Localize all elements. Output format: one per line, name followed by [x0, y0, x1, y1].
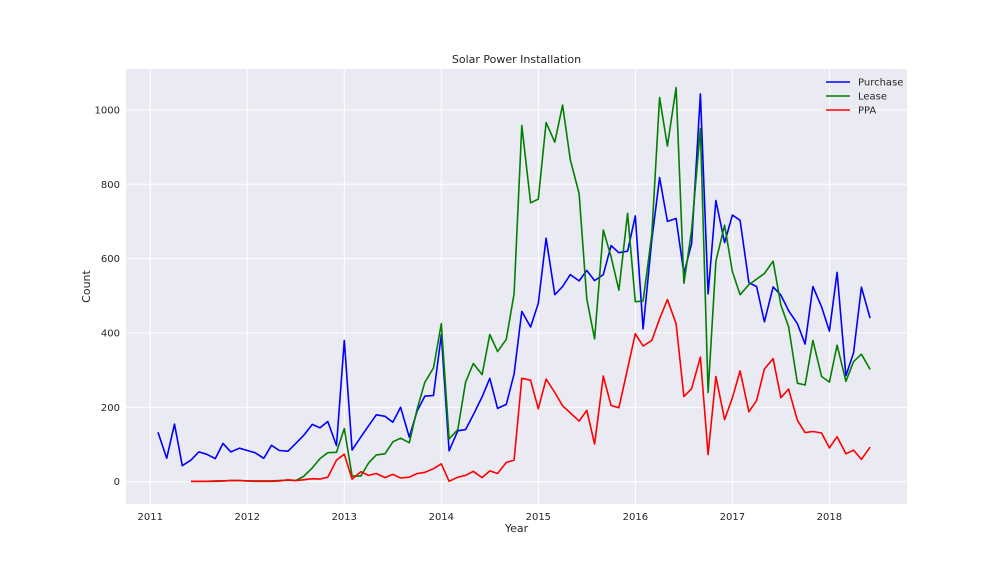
series-line-ppa — [191, 298, 871, 483]
y-tick-label: 200 — [101, 403, 120, 414]
series-lines — [157, 86, 871, 483]
x-tick-label: 2016 — [623, 512, 648, 523]
x-tick-label: 2017 — [720, 512, 745, 523]
x-tick-label: 2013 — [332, 512, 357, 523]
y-tick-label: 600 — [101, 254, 120, 265]
x-tick-label: 2018 — [817, 512, 842, 523]
x-tick-labels: 2011 2012 2013 2014 2015 2016 2017 2018 — [138, 512, 843, 523]
y-axis-label: Count — [80, 269, 93, 302]
x-axis-label: Year — [504, 522, 529, 535]
legend-label-ppa: PPA — [858, 106, 876, 117]
y-tick-label: 400 — [101, 328, 120, 339]
y-tick-label: 0 — [114, 477, 120, 488]
x-tick-label: 2012 — [235, 512, 260, 523]
chart-title: Solar Power Installation — [452, 53, 581, 66]
x-tick-label: 2011 — [138, 512, 163, 523]
x-tick-label: 2014 — [429, 512, 454, 523]
legend-label-lease: Lease — [858, 92, 887, 103]
series-line-purchase — [157, 93, 871, 467]
legend: Purchase Lease PPA — [826, 78, 903, 117]
series-line-lease — [191, 86, 871, 483]
legend-label-purchase: Purchase — [858, 78, 903, 89]
y-tick-labels: 0 200 400 600 800 1000 — [95, 105, 120, 488]
x-tick-label: 2015 — [526, 512, 551, 523]
y-tick-label: 1000 — [95, 105, 120, 116]
y-tick-label: 800 — [101, 180, 120, 191]
